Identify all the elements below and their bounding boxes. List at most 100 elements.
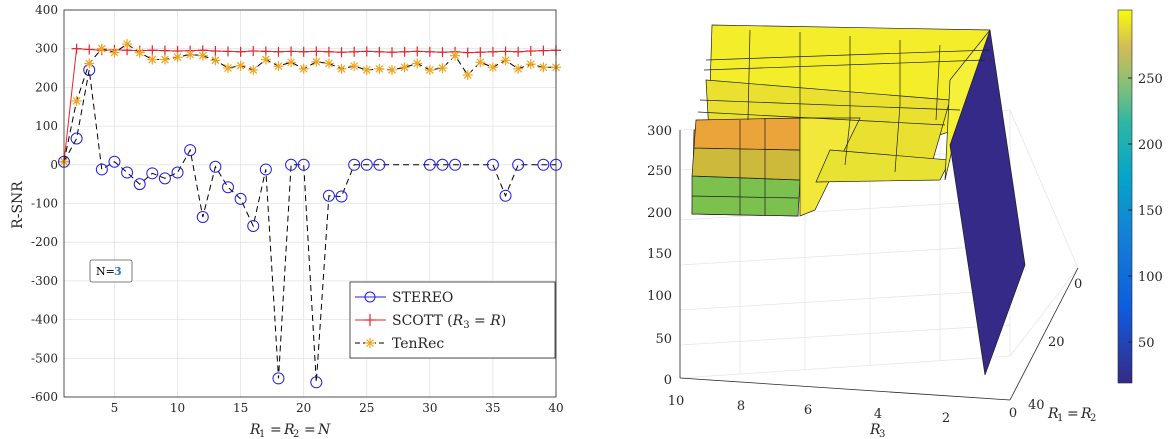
data-point [449, 158, 462, 171]
data-point [171, 166, 184, 179]
data-point [499, 189, 512, 202]
data-point [134, 47, 145, 58]
data-point [209, 160, 222, 173]
svg-text:2: 2 [293, 429, 299, 439]
legend-label-scott: SCOTT (R3 = R) [392, 313, 506, 331]
data-point [147, 54, 158, 65]
r3-tick-0: 0 [1009, 406, 1017, 421]
series-line [63, 69, 556, 383]
data-point [399, 62, 410, 73]
data-point [210, 55, 221, 66]
data-point [147, 45, 158, 56]
series-line [63, 48, 557, 162]
data-point [500, 46, 511, 57]
data-point [436, 158, 449, 171]
data-point [210, 46, 221, 57]
data-point [235, 60, 246, 71]
data-point [108, 155, 121, 168]
data-point [273, 61, 284, 72]
data-point [538, 62, 549, 73]
data-point [323, 46, 334, 57]
data-point [374, 63, 385, 74]
x-tick-label: 10 [170, 401, 185, 415]
data-point [133, 178, 146, 191]
series-tenrec [59, 39, 561, 167]
data-point [234, 192, 247, 205]
axis-lines [679, 130, 1079, 401]
data-point [298, 63, 309, 74]
data-point [437, 47, 448, 58]
legend-label-stereo: STEREO [392, 290, 453, 306]
x-tick-label: 35 [485, 401, 500, 415]
r12-axis-label: R 1 = R 2 [1047, 406, 1096, 424]
y-tick-label: -100 [31, 197, 58, 211]
y-tick-label: 200 [35, 80, 58, 94]
data-point [374, 46, 385, 57]
data-point [235, 46, 246, 57]
colorbar-tick-labels: 250 200 150 100 50 [1128, 72, 1163, 351]
y-axis-label: R-SNR [10, 181, 26, 229]
z-tick-300: 300 [647, 124, 672, 139]
data-point [387, 47, 397, 58]
data-point [399, 46, 410, 57]
z-tick-labels: 0 50 100 150 200 250 300 [647, 124, 672, 388]
data-point [487, 62, 498, 73]
data-point [349, 61, 360, 72]
svg-text:R: R [869, 422, 881, 438]
data-point [500, 55, 511, 66]
y-tick-label: 100 [35, 119, 58, 133]
r3-tick-8: 8 [737, 399, 745, 414]
data-point [158, 172, 171, 185]
y-tick-label: -500 [31, 351, 58, 365]
legend-label-tenrec: TenRec [392, 336, 444, 352]
svg-text:=: = [1067, 406, 1079, 422]
data-point [223, 46, 233, 57]
y-tick-label: -600 [31, 390, 58, 404]
data-point [348, 158, 361, 171]
svg-text:1: 1 [1057, 413, 1063, 424]
x-tick-label: 20 [296, 401, 311, 415]
rsnr-line-chart: 5 10 15 20 25 30 35 40 -600 -500 -400 -300 -200 -100 0… [10, 3, 564, 439]
svg-text:R: R [283, 422, 295, 438]
data-point [513, 46, 524, 57]
svg-text:N: N [317, 422, 331, 438]
data-point [298, 46, 309, 57]
cbar-tick-250: 250 [1138, 72, 1163, 87]
r12-tick-labels: 0 20 40 [1028, 277, 1082, 413]
data-point [84, 58, 95, 69]
data-point [273, 46, 284, 57]
data-point [475, 57, 486, 68]
y-tick-label: -300 [31, 274, 58, 288]
r3-tick-10: 10 [668, 394, 685, 409]
data-point [361, 46, 372, 57]
data-point [185, 49, 196, 60]
data-point [223, 63, 233, 74]
data-point [172, 52, 183, 63]
data-point [311, 56, 322, 67]
data-point [259, 163, 272, 176]
legend-entry-scott: SCOTT (R3 = R) [355, 313, 506, 331]
data-point [475, 47, 486, 58]
r12-tick-20: 20 [1048, 335, 1065, 350]
data-point [184, 144, 197, 157]
plot-frame [63, 9, 557, 398]
data-tip-label: N= [96, 265, 115, 278]
svg-text:R: R [1047, 406, 1059, 422]
data-point [96, 43, 107, 54]
data-point [286, 46, 297, 57]
y-tick-label: -400 [31, 313, 58, 327]
y-tick-label: -200 [31, 235, 58, 249]
x-tick-label: 5 [111, 401, 119, 415]
r3-tick-6: 6 [804, 403, 812, 418]
data-point [525, 46, 536, 57]
data-point [537, 158, 550, 171]
y-tick-label: 0 [50, 158, 58, 172]
data-point [336, 47, 347, 58]
data-point [424, 46, 435, 57]
x-tick-label: 40 [548, 401, 563, 415]
data-point [248, 64, 259, 75]
surface-mesh [691, 24, 1026, 376]
data-point [70, 132, 83, 145]
data-point [247, 219, 260, 232]
legend: STEREO SCOTT (R3 = R) TenRec [349, 281, 556, 359]
